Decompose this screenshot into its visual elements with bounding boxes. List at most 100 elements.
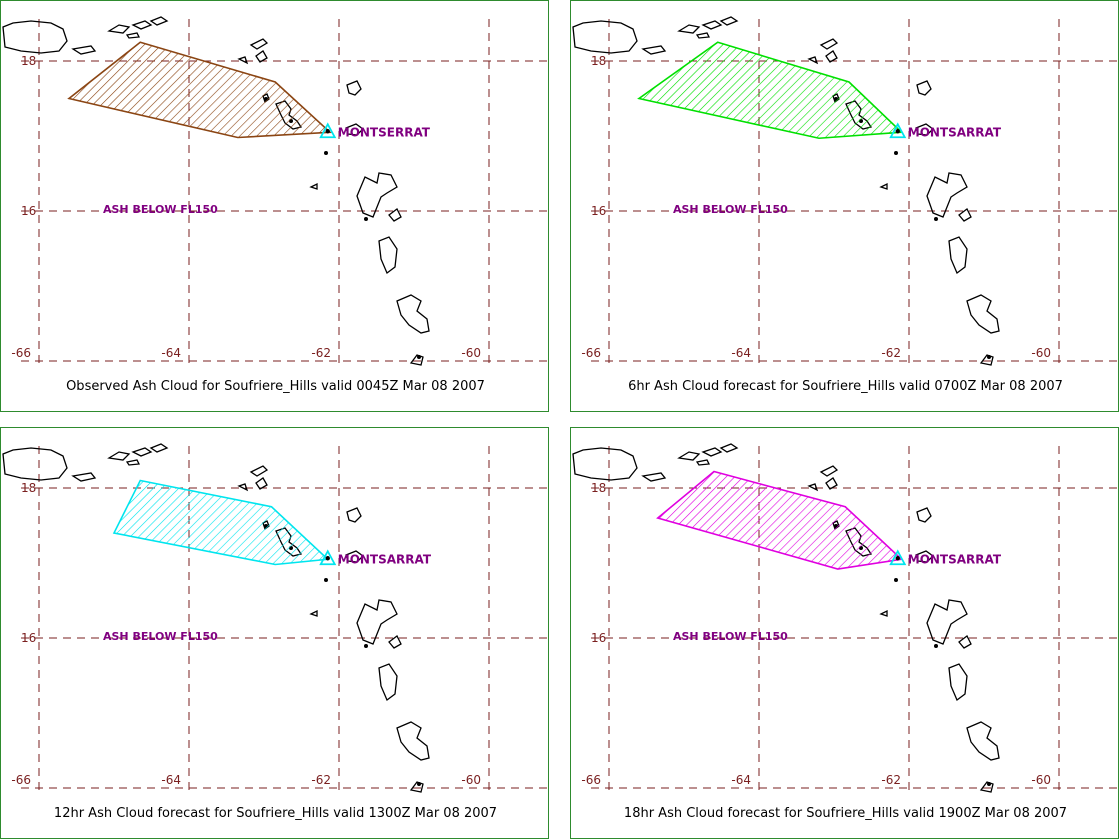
ash-cloud-polygon: [656, 470, 904, 570]
latitude-tick-label: 18: [21, 54, 36, 68]
panel-caption: 6hr Ash Cloud forecast for Soufriere_Hil…: [628, 379, 1063, 394]
map-panel-observed: -66 -64 -62 -60 18 16 MONTSERRAT ASH BELOW FL15…: [0, 0, 549, 412]
martinique-island: [966, 721, 1000, 761]
virgin-islands: [677, 16, 739, 39]
longitude-tick-label: -60: [461, 346, 481, 360]
puerto-rico-island: [2, 20, 68, 54]
antigua-island: [915, 550, 935, 563]
volcano-summit-dot: [325, 129, 330, 134]
virgin-islands: [677, 443, 739, 466]
marie-galante-island: [388, 635, 402, 649]
cay-dot: [987, 355, 991, 359]
latitude-tick-label: 18: [591, 54, 606, 68]
latitude-tick-label: 18: [21, 481, 36, 495]
map-panel-12hr-forecast: -66 -64 -62 -60 18 16 MONTSARRAT ASH BELOW FL15…: [0, 427, 549, 839]
longitude-tick-label: -64: [731, 346, 751, 360]
st-martin-island: [255, 477, 268, 490]
map-canvas: -66 -64 -62 -60 18 16 MONTSERRAT ASH BELOW FL15…: [2, 16, 549, 366]
guadeloupe-island: [356, 172, 398, 218]
longitude-tick-label: -66: [11, 346, 31, 360]
map-panel-6hr-forecast: -66 -64 -62 -60 18 16 MONTSARRAT ASH BELOW FL15…: [570, 0, 1119, 412]
map-canvas: -66 -64 -62 -60 18 16 MONTSARRAT ASH BELOW FL15…: [572, 16, 1119, 366]
martinique-island: [396, 721, 430, 761]
longitude-tick-label: -66: [581, 773, 601, 787]
cay-marker-1: [807, 483, 819, 492]
volcano-site-label: MONTSARRAT: [338, 552, 432, 566]
volcano-summit-dot: [895, 129, 900, 134]
cay-dot: [324, 151, 328, 155]
latitude-tick-label: 16: [591, 204, 606, 218]
latitude-tick-label: 18: [591, 481, 606, 495]
dominica-island: [378, 236, 398, 275]
vieques-island: [71, 45, 97, 55]
panel-caption: 12hr Ash Cloud forecast for Soufriere_Hi…: [53, 806, 498, 821]
longitude-tick-label: -62: [311, 346, 331, 360]
barbuda-island: [346, 507, 362, 523]
cay-dot: [894, 151, 898, 155]
coastlines: [2, 443, 430, 793]
ash-cloud-polygon: [112, 479, 330, 566]
anguilla-island: [249, 465, 269, 477]
anguilla-island: [249, 38, 269, 50]
marie-galante-island: [388, 208, 402, 222]
guadeloupe-island: [926, 599, 968, 645]
ash-cloud-polygon: [637, 41, 904, 140]
guadeloupe-island: [356, 599, 398, 645]
st-lucia-island: [409, 781, 424, 793]
longitude-tick-label: -60: [1031, 773, 1051, 787]
ash-altitude-label: ASH BELOW FL150: [103, 203, 218, 216]
virgin-islands: [107, 16, 169, 39]
longitude-tick-label: -66: [11, 773, 31, 787]
volcano-triangle-icon: [889, 122, 907, 139]
st-martin-island: [255, 50, 268, 63]
longitude-tick-label: -62: [881, 773, 901, 787]
map-panel-18hr-forecast: -66 -64 -62 -60 18 16 MONTSARRAT ASH BELOW FL15…: [570, 427, 1119, 839]
volcano-triangle-icon: [319, 549, 337, 566]
latitude-tick-label: 16: [21, 631, 36, 645]
ash-altitude-label: ASH BELOW FL150: [103, 630, 218, 643]
cay-dot: [934, 644, 938, 648]
volcano-site-label: MONTSARRAT: [908, 125, 1002, 139]
cay-dot: [894, 578, 898, 582]
cay-marker-1: [237, 483, 249, 492]
antigua-island: [345, 550, 365, 563]
vieques-island: [71, 472, 97, 482]
st-martin-island: [825, 477, 838, 490]
longitude-tick-label: -66: [581, 346, 601, 360]
longitude-tick-label: -60: [1031, 346, 1051, 360]
longitude-tick-label: -64: [161, 346, 181, 360]
grid-lines: [21, 446, 549, 790]
guadeloupe-island: [926, 172, 968, 218]
puerto-rico-island: [572, 447, 638, 481]
cay-dot: [364, 217, 368, 221]
vieques-island: [641, 45, 667, 55]
cay-dot: [364, 644, 368, 648]
barbuda-island: [346, 80, 362, 96]
barbuda-island: [916, 507, 932, 523]
anguilla-island: [819, 38, 839, 50]
latitude-tick-label: 16: [21, 204, 36, 218]
panel-caption: Observed Ash Cloud for Soufriere_Hills v…: [66, 379, 485, 394]
ash-altitude-label: ASH BELOW FL150: [673, 630, 788, 643]
cay-marker-2: [309, 182, 318, 190]
ash-altitude-label: ASH BELOW FL150: [673, 203, 788, 216]
st-martin-island: [825, 50, 838, 63]
dominica-island: [948, 236, 968, 275]
antigua-island: [915, 123, 935, 136]
cay-dot: [417, 782, 421, 786]
cay-marker-2: [309, 609, 318, 617]
cay-marker-2: [879, 182, 888, 190]
dominica-island: [378, 663, 398, 702]
longitude-tick-label: -60: [461, 773, 481, 787]
marie-galante-island: [958, 208, 972, 222]
grid-lines: [21, 19, 549, 363]
virgin-islands: [107, 443, 169, 466]
marie-galante-island: [958, 635, 972, 649]
grid-lines: [591, 446, 1119, 790]
panel-caption: 18hr Ash Cloud forecast for Soufriere_Hi…: [623, 806, 1068, 821]
martinique-island: [966, 294, 1000, 334]
st-lucia-island: [409, 354, 424, 366]
longitude-tick-label: -62: [311, 773, 331, 787]
volcano-site-label: MONTSERRAT: [338, 125, 431, 139]
cay-dot: [934, 217, 938, 221]
